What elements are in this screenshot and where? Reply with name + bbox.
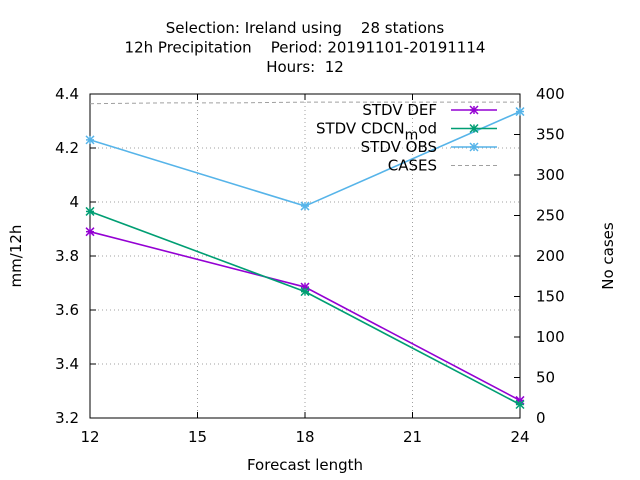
y-tick-label: 3.2 [55,409,79,427]
y2-tick-label: 100 [536,328,565,346]
data-point [85,227,95,237]
y2-tick-label: 50 [536,369,555,387]
y-tick-label: 4.2 [55,139,79,157]
legend-label: STDV DEF [362,101,437,119]
series-line-3 [89,101,520,105]
y2-tick-label: 400 [536,85,565,103]
y2-tick-label: 300 [536,166,565,184]
legend-label: STDV OBS [361,138,437,156]
y2-tick-label: 200 [536,247,565,265]
data-point [515,399,525,410]
chart-title-line: 12h Precipitation Period: 20191101-20191… [125,39,486,57]
x-tick-label: 24 [510,428,529,446]
data-point [515,107,525,117]
legend-marker [469,123,479,134]
y-tick-label: 4 [69,193,79,211]
y-tick-label: 3.8 [55,247,79,265]
y-tick-label: 3.4 [55,355,79,373]
axis-ticks: 12 15 18 21 24 3.2 3.4 3.6 3.8 4 4.2 4.4 0 50 100 150 20… [55,85,565,446]
y2-axis-label: No cases [599,222,617,290]
series-layer [85,101,525,410]
data-point [300,201,310,211]
chart-title-line: Hours: 12 [266,58,344,76]
y-tick-label: 4.4 [55,85,79,103]
legend-marker [469,142,479,152]
x-tick-label: 12 [80,428,99,446]
series-line-1 [89,210,521,406]
legend-marker [469,105,479,115]
x-tick-label: 18 [295,428,314,446]
y2-tick-label: 350 [536,126,565,144]
y2-tick-label: 250 [536,207,565,225]
y-axis-label: mm/12h [7,225,25,288]
legend-label: STDV CDCNmod [316,120,437,144]
x-tick-label: 15 [188,428,207,446]
y-tick-label: 3.6 [55,301,79,319]
data-point [85,135,95,145]
chart-title-line: Selection: Ireland using 28 stations [166,19,445,37]
grid-lines [90,94,520,418]
series-line-0 [89,230,521,402]
data-point [300,287,310,297]
y2-tick-label: 150 [536,288,565,306]
x-tick-label: 21 [403,428,422,446]
legend-label: CASES [388,157,437,175]
y2-tick-label: 0 [536,409,546,427]
x-axis-label: Forecast length [247,456,363,474]
data-point [85,206,95,216]
chart-title: Selection: Ireland using 28 stations 12h … [125,19,486,76]
